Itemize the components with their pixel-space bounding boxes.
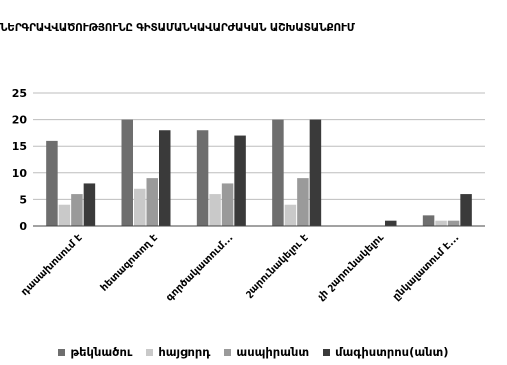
bar — [284, 204, 297, 226]
y-tick-label: 0 — [19, 220, 27, 233]
legend-swatch — [224, 348, 232, 356]
y-tick-label: 20 — [12, 114, 28, 127]
y-tick-label: 5 — [19, 193, 27, 206]
bar — [272, 119, 284, 226]
bars — [46, 119, 472, 226]
chart-title: ՆԵՐԳՐԱՎՎԱԾՈՒԹՅՈՒՆԸ ԳԻՏԱՄԱՆԿԱՎԱՐԺԱԿԱՆ ԱՇԽ… — [0, 22, 355, 34]
bar — [46, 140, 58, 226]
legend-label: մագիստրոս(անտ) — [335, 345, 449, 359]
legend-swatch — [323, 348, 331, 356]
bar — [159, 130, 171, 226]
legend-swatch — [58, 348, 66, 356]
y-axis-ticks: 0 5 10 15 20 25 — [12, 87, 28, 233]
x-tick-label: հետազոտող է — [99, 232, 161, 294]
legend-label: հայցորդ — [158, 345, 211, 359]
x-tick-label: ընկալատում է... — [391, 232, 461, 302]
legend-swatch — [146, 348, 154, 356]
bar — [146, 178, 158, 226]
legend-item: ասպիրանտ — [224, 345, 309, 359]
bar — [209, 194, 221, 226]
y-tick-label: 10 — [12, 167, 28, 180]
x-tick-label: չի շարունակելու — [316, 232, 386, 302]
legend-item: թեկնածու — [58, 345, 132, 359]
bar — [447, 220, 460, 226]
bar — [385, 220, 397, 226]
x-axis-ticks: դասախոսում է հետազոտող է գործակատում... շար… — [19, 232, 461, 304]
bar-chart: 0 5 10 15 20 25 դասախոսում է հետազոտող է գործակ… — [12, 87, 485, 304]
bar — [134, 188, 146, 226]
bar — [83, 183, 96, 226]
y-tick-label: 15 — [12, 140, 27, 153]
bar — [58, 204, 71, 226]
x-tick-label: դասախոսում է — [19, 232, 85, 298]
bar — [221, 183, 234, 226]
x-tick-label: գործակատում... — [164, 232, 235, 303]
bar — [234, 135, 246, 226]
legend-label: թեկնածու — [70, 345, 133, 359]
bar — [309, 119, 322, 226]
bar — [71, 194, 83, 226]
legend-item: հայցորդ — [146, 345, 210, 359]
y-tick-label: 25 — [12, 87, 27, 100]
legend-label: ասպիրանտ — [236, 345, 310, 359]
bar — [297, 178, 309, 226]
gridlines — [33, 92, 485, 200]
bar — [422, 215, 435, 226]
legend-item: մագիստրոս(անտ) — [323, 345, 449, 359]
bar — [460, 194, 472, 226]
bar — [435, 220, 447, 226]
bar — [121, 119, 133, 226]
bar — [196, 130, 209, 226]
legend: թեկնածու հայցորդ ասպիրանտ մագիստրոս(անտ) — [0, 343, 507, 361]
x-tick-label: շարունակելու է — [244, 232, 311, 299]
